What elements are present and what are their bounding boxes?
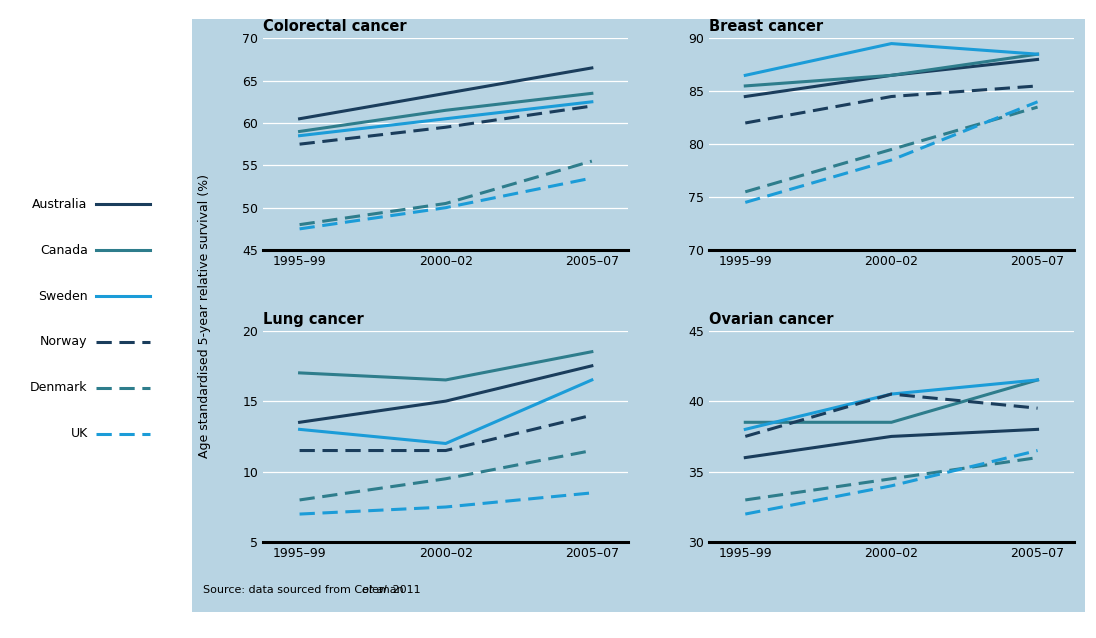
Text: Source: data sourced from Coleman: Source: data sourced from Coleman	[203, 585, 407, 595]
Text: Lung cancer: Lung cancer	[263, 311, 364, 327]
Text: Age standardised 5-year relative survival (%): Age standardised 5-year relative surviva…	[198, 174, 212, 458]
Text: Ovarian cancer: Ovarian cancer	[709, 311, 833, 327]
Text: Australia: Australia	[32, 198, 88, 211]
Text: et al: et al	[362, 585, 387, 595]
Text: Colorectal cancer: Colorectal cancer	[263, 19, 407, 34]
Text: Norway: Norway	[41, 336, 88, 348]
Text: UK: UK	[70, 427, 88, 440]
Text: Denmark: Denmark	[31, 382, 88, 394]
Text: Sweden: Sweden	[38, 290, 88, 302]
Text: Breast cancer: Breast cancer	[709, 19, 823, 34]
Text: Canada: Canada	[39, 244, 88, 256]
Text: 2011: 2011	[389, 585, 421, 595]
